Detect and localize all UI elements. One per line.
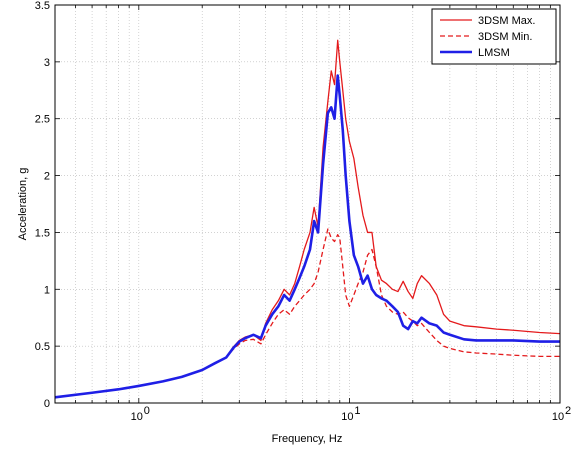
y-tick-label: 1.5: [35, 227, 50, 239]
legend: 3DSM Max. 3DSM Min. LMSM: [431, 8, 557, 65]
x-tick-label: 10: [131, 411, 143, 423]
x-axis-label: Frequency, Hz: [272, 433, 343, 445]
y-tick-label: 3: [44, 57, 50, 69]
series-line-2: [54, 74, 560, 399]
plot-frame: [54, 4, 561, 404]
y-tick-label: 0: [44, 398, 50, 410]
tick-labels: 00.511.522.533.510 0 10 1 10 2: [35, 0, 571, 423]
ticks: [54, 4, 561, 404]
series-group: [54, 39, 561, 399]
legend-label-lmsm: LMSM: [478, 47, 510, 59]
x-tick-label-exponent: 0: [144, 405, 150, 417]
x-tick-label-exponent: 2: [565, 405, 571, 417]
plot-background: [55, 5, 560, 403]
x-tick-label-exponent: 1: [354, 405, 360, 417]
legend-label-3dsm-min: 3DSM Min.: [478, 31, 532, 43]
legend-label-3dsm-max: 3DSM Max.: [478, 15, 535, 27]
x-tick-label: 10: [341, 411, 353, 423]
y-tick-label: 2.5: [35, 114, 50, 126]
y-tick-label: 2: [44, 171, 50, 183]
y-tick-label: 1: [44, 284, 50, 296]
x-tick-label: 10: [552, 411, 564, 423]
y-tick-label: 3.5: [35, 0, 50, 12]
y-axis-label: Acceleration, g: [17, 168, 29, 241]
y-tick-label: 0.5: [35, 341, 50, 353]
